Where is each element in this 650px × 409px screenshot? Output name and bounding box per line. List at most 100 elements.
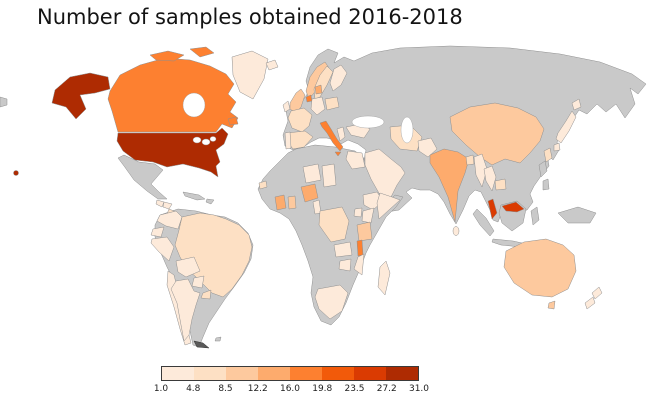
country-china [449, 102, 545, 166]
colorbar-tick: 31.0 [408, 384, 430, 394]
colorbar-segment [386, 367, 418, 380]
country-greenland [231, 50, 269, 100]
country-uk [289, 88, 306, 114]
great-lake-3 [209, 136, 217, 142]
colorbar-segment [290, 367, 322, 380]
country-japan-kyushu [553, 142, 561, 152]
colorbar-segment [258, 367, 290, 380]
colorbar-tick: 1.0 [153, 384, 169, 394]
country-canada [107, 57, 239, 133]
country-zambia [333, 241, 353, 258]
country-myanmar [473, 153, 488, 188]
country-poland [324, 96, 340, 111]
country-germany [310, 96, 326, 116]
country-colombia [156, 210, 183, 230]
country-ghana [287, 195, 297, 210]
colorbar-tick: 12.2 [247, 384, 268, 394]
colorbar-tick: 16.0 [279, 384, 301, 394]
country-cote-divoire [274, 194, 287, 211]
country-philippines-south [542, 178, 550, 191]
great-lake-2 [201, 138, 211, 146]
country-france [287, 107, 313, 133]
country-nigeria [300, 183, 319, 203]
country-mozambique [353, 253, 365, 276]
country-australia [503, 238, 577, 298]
country-zimbabwe [338, 258, 352, 272]
colorbar-segment [194, 367, 226, 380]
russia-antimeridian-sliver [0, 96, 8, 108]
colorbar-tick-labels: 1.0 4.8 8.5 12.2 16.0 19.8 23.5 27.2 31.0 [154, 384, 429, 397]
country-bangladesh [465, 154, 475, 166]
country-kenya [361, 207, 375, 224]
country-hispaniola [205, 198, 215, 205]
country-italy [319, 120, 344, 152]
country-japan-honshu [555, 110, 577, 144]
country-ecuador [150, 226, 165, 238]
country-cambodia [494, 178, 507, 191]
country-south-korea [543, 147, 553, 163]
country-cuba [182, 191, 206, 201]
country-saudi-arabia [364, 148, 406, 204]
country-niger [302, 163, 322, 184]
country-chad [321, 163, 337, 188]
country-paraguay [191, 275, 205, 289]
caspian-sea [400, 116, 414, 144]
country-sumatra-indonesia [472, 208, 495, 237]
country-malaysia-borneo [501, 201, 525, 213]
country-malawi [356, 239, 364, 257]
country-guatemala [155, 199, 165, 208]
country-philippines-north [538, 160, 548, 178]
country-egypt [345, 150, 366, 170]
colorbar-tick: 4.8 [186, 384, 201, 394]
colorbar-segment [322, 367, 354, 380]
country-canada-arctic-island-2 [189, 46, 215, 58]
country-italy-sicily [334, 151, 342, 157]
country-senegal [258, 180, 268, 190]
country-madagascar [377, 260, 391, 296]
country-greece [336, 126, 346, 142]
country-peru [150, 236, 175, 262]
country-finland [329, 64, 348, 92]
country-japan-hokkaido [571, 98, 582, 111]
country-south-africa [314, 284, 349, 320]
colorbar [161, 366, 419, 381]
country-sulawesi-indonesia [530, 206, 540, 226]
country-mexico [117, 154, 168, 200]
colorbar-segment [226, 367, 258, 380]
country-dr-congo [318, 206, 350, 243]
country-sri-lanka [452, 226, 460, 236]
country-honduras [162, 201, 173, 210]
country-pakistan [417, 137, 438, 158]
country-new-zealand-south [584, 296, 596, 310]
hudson-bay [182, 92, 206, 118]
colorbar-tick: 19.8 [312, 384, 333, 394]
country-argentina [170, 278, 201, 342]
country-iceland [265, 59, 279, 71]
country-tanzania [356, 221, 373, 242]
country-uganda [353, 207, 363, 218]
country-new-zealand-north [591, 286, 603, 300]
country-new-guinea [557, 206, 597, 224]
falkland-islands [214, 336, 222, 342]
world-map [0, 45, 647, 349]
country-uruguay [200, 289, 212, 300]
black-sea [351, 115, 385, 129]
great-lake-1 [192, 136, 202, 144]
country-usa-alaska [51, 72, 111, 120]
chart-title: Number of samples obtained 2016-2018 [37, 5, 463, 29]
colorbar-segment [162, 367, 194, 380]
colorbar-tick: 23.5 [344, 384, 365, 394]
colorbar-tick: 8.5 [218, 384, 233, 394]
country-usa-hawaii [13, 170, 19, 176]
tierra-del-fuego [193, 340, 210, 349]
country-thailand [483, 165, 497, 192]
country-somalia [376, 192, 401, 220]
country-australia-tasmania [547, 300, 556, 310]
country-denmark [314, 84, 323, 95]
country-canada-arctic-island-1 [149, 50, 185, 62]
country-portugal [284, 131, 292, 150]
colorbar-tick: 27.2 [376, 384, 397, 394]
colorbar-segment [354, 367, 386, 380]
country-malaysia-peninsular [487, 198, 498, 220]
country-brazil [174, 212, 253, 298]
